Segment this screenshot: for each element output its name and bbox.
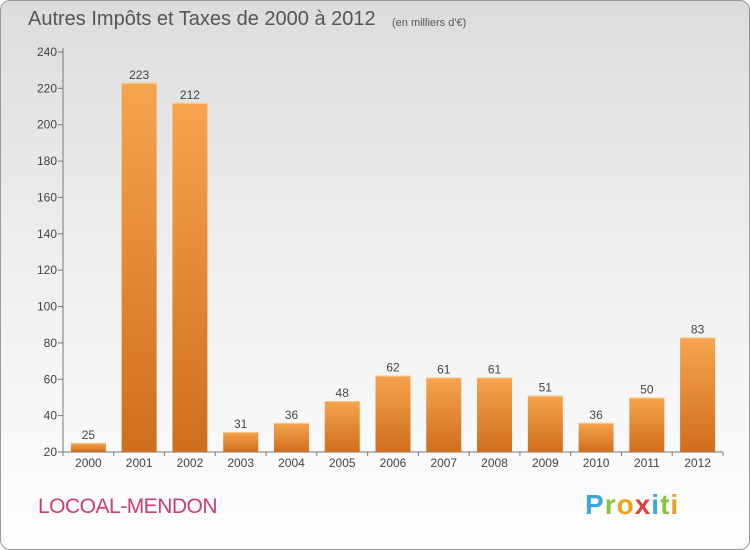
data-label-2003: 31 [234,417,248,431]
data-label-2012: 83 [691,322,705,336]
x-tick-label-2011: 2011 [634,456,660,470]
y-tick-label: 20 [44,445,58,459]
data-label-2008: 61 [488,362,502,376]
logo-letter: x [634,489,652,520]
data-label-2004: 36 [285,408,299,422]
y-axis: 20 40 60 80 100 120 140 160 180 200 220 240 [37,45,64,459]
x-tick-label-2008: 2008 [481,456,508,470]
x-tick-label-2004: 2004 [278,456,305,470]
bars: 25 223 212 31 36 48 62 61 61 51 36 50 83 [70,68,716,452]
data-label-2009: 51 [539,381,553,395]
x-tick-label-2002: 2002 [177,456,204,470]
y-tick-label: 200 [37,118,57,132]
x-tick-label-2010: 2010 [583,456,610,470]
bar-2004 [273,422,309,452]
y-tick-label: 240 [37,45,57,59]
x-tick-label-2000: 2000 [75,456,102,470]
x-axis: 2000 2001 2002 2003 2004 2005 2006 2007 2008 2009… [62,451,724,470]
logo-letter: o [616,489,635,520]
y-tick-label: 140 [37,227,57,241]
y-tick-label: 60 [44,372,58,386]
x-tick-label-2012: 2012 [684,456,711,470]
bar-2010 [578,422,614,452]
bar-2009 [527,395,563,452]
chart-subtitle: (en milliers d'€) [392,17,467,29]
x-tick-label-2009: 2009 [532,456,559,470]
y-tick-label: 180 [37,154,57,168]
place-name: LOCOAL-MENDON [38,495,218,518]
data-label-2010: 36 [589,408,603,422]
bar-2005 [324,401,360,452]
bar-2001 [121,82,157,452]
x-tick-label-2003: 2003 [227,456,254,470]
proxiti-logo: Proxiti [585,489,679,521]
logo-letter: i [651,489,661,520]
x-tick-label-2007: 2007 [430,456,457,470]
x-tick-label-2005: 2005 [329,456,356,470]
data-label-2007: 61 [437,362,451,376]
y-tick-label: 120 [37,263,57,277]
chart-title: Autres Impôts et Taxes de 2000 à 2012 [28,8,376,30]
bar-2012 [680,337,716,452]
data-label-2005: 48 [336,386,350,400]
x-tick-label-2006: 2006 [380,456,407,470]
y-tick-label: 80 [44,336,58,350]
data-label-2002: 212 [180,88,200,102]
logo-letter: t [660,489,671,520]
logo-letter: r [604,489,617,520]
bar-2008 [477,377,513,452]
y-tick-label: 40 [44,409,58,423]
y-tick-label: 100 [37,300,57,314]
data-label-2000: 25 [82,428,96,442]
logo-letter: P [585,489,605,520]
data-label-2001: 223 [129,68,149,82]
bar-2006 [375,375,411,452]
y-tick-label: 220 [37,81,57,95]
bar-2011 [629,397,665,452]
logo-letter: i [670,489,680,520]
bar-2003 [223,432,259,452]
x-tick-label-2001: 2001 [126,456,153,470]
bar-2000 [70,442,106,452]
data-label-2011: 50 [640,382,654,396]
bar-2007 [426,377,462,452]
y-tick-label: 160 [37,190,57,204]
data-label-2006: 62 [386,361,400,375]
bar-2002 [172,102,208,452]
